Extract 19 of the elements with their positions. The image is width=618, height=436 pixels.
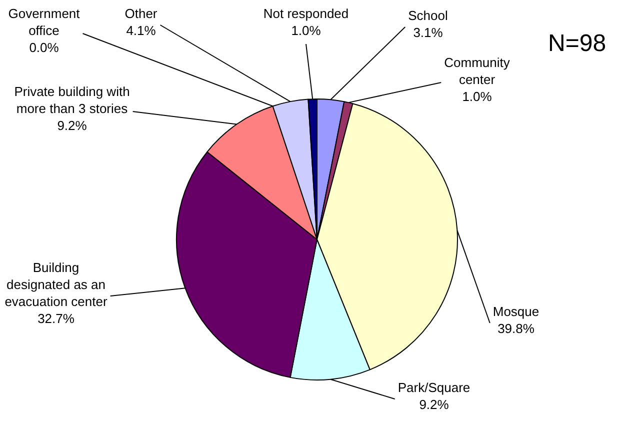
slice-label: Other: [124, 6, 158, 22]
slice-label: Mosque: [492, 304, 540, 320]
category-label: Government office: [8, 6, 80, 38]
data-label: 9.2%: [419, 397, 450, 412]
slice-label: Not responded: [263, 6, 349, 22]
slice-label: Private building with more than 3 stories: [14, 84, 130, 116]
slice-label: Park/Square: [398, 380, 470, 396]
data-label: 32.7%: [38, 311, 75, 326]
data-label: 3.1%: [413, 25, 444, 40]
data-label: 39.8%: [498, 321, 535, 336]
slice-label: Building designated as an evacuation center: [4, 260, 108, 310]
text: 0.0%: [29, 40, 59, 56]
text: N=98: [548, 30, 606, 58]
data-label: 9.2%: [57, 118, 88, 134]
data-label: 1.0%: [291, 23, 322, 38]
data-label: 4.1%: [126, 23, 156, 38]
slice-label: School: [408, 8, 448, 24]
data-label: 1.0%: [462, 89, 492, 104]
slice-label: Community center: [444, 55, 510, 88]
